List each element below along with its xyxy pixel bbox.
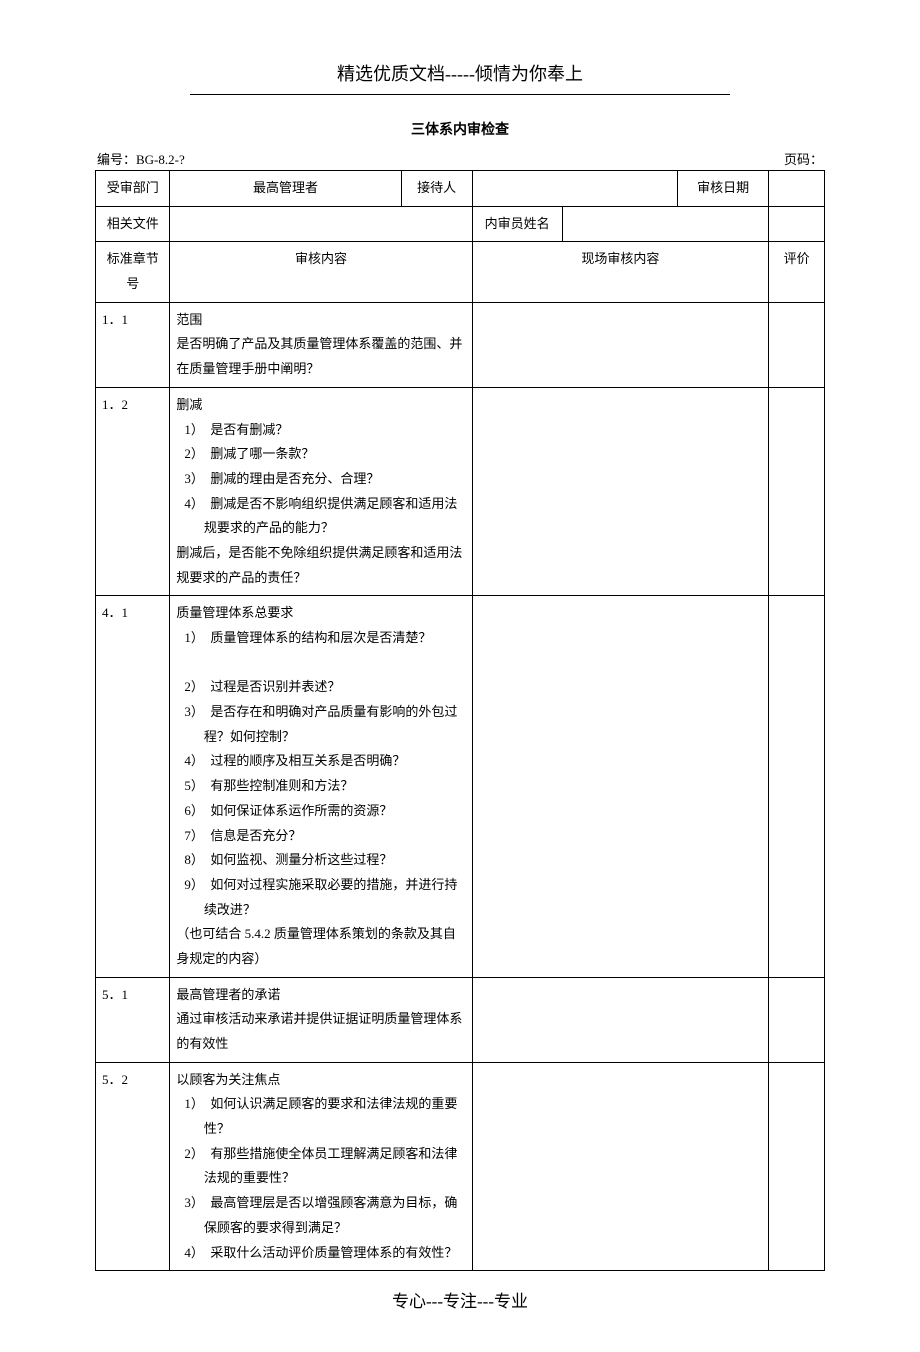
section-number: 5．2 [96,1062,170,1271]
evaluation [769,302,825,387]
cell-manager-val: 最高管理者 [170,171,401,206]
audit-content: 质量管理体系总要求1） 质量管理体系的结构和层次是否清楚？ 2） 过程是否识别并… [170,596,472,977]
col-eval: 评价 [769,242,825,302]
evaluation [769,387,825,596]
evaluation [769,596,825,977]
header-divider [190,94,730,95]
site-content [472,387,768,596]
info-row-1: 受审部门 最高管理者 接待人 审核日期 [96,171,825,207]
cell-manager: 最高管理者 接待人 [170,171,472,207]
section-number: 5．1 [96,977,170,1062]
col-site: 现场审核内容 [472,242,768,302]
cell-auditor-val [563,207,768,242]
col-content: 审核内容 [170,242,472,302]
cell-docs-label: 相关文件 [96,206,170,242]
cell-reception-label: 接待人 [402,171,472,206]
section-number: 1．1 [96,302,170,387]
header-row: 标准章节号 审核内容 现场审核内容 评价 [96,242,825,302]
cell-date-label: 审核日期 [678,171,768,206]
cell-auditor: 内审员姓名 [472,206,768,242]
footer: 专心---专注---专业 [95,1287,825,1312]
number-label: 编号：BG-8.2-? [97,149,185,168]
audit-content: 范围是否明确了产品及其质量管理体系覆盖的范围、并在质量管理手册中阐明？ [170,302,472,387]
cell-date-val [769,171,825,207]
cell-blank [769,206,825,242]
section-number: 4．1 [96,596,170,977]
table-row: 1．1范围是否明确了产品及其质量管理体系覆盖的范围、并在质量管理手册中阐明？ [96,302,825,387]
cell-docs-val [170,206,472,242]
audit-table: 受审部门 最高管理者 接待人 审核日期 相关文件 内审员姓名 标准章节 [95,170,825,1271]
meta-row: 编号：BG-8.2-? 页码： [95,149,825,168]
evaluation [769,1062,825,1271]
site-content [472,302,768,387]
cell-auditor-label: 内审员姓名 [473,207,563,242]
site-content [472,1062,768,1271]
section-number: 1．2 [96,387,170,596]
audit-content: 最高管理者的承诺通过审核活动来承诺并提供证据证明质量管理体系的有效性 [170,977,472,1062]
site-content [472,977,768,1062]
page-label: 页码： [784,149,823,168]
info-row-2: 相关文件 内审员姓名 [96,206,825,242]
evaluation [769,977,825,1062]
cell-reception-val [473,171,678,206]
col-section: 标准章节号 [96,242,170,302]
header-title: 精选优质文档-----倾情为你奉上 [95,60,825,86]
table-row: 1．2删减1） 是否有删减？2） 删减了哪一条款？3） 删减的理由是否充分、合理… [96,387,825,596]
audit-content: 删减1） 是否有删减？2） 删减了哪一条款？3） 删减的理由是否充分、合理？4）… [170,387,472,596]
cell-dept-label: 受审部门 [96,171,170,207]
table-row: 5．2以顾客为关注焦点1） 如何认识满足顾客的要求和法律法规的重要性？2） 有那… [96,1062,825,1271]
table-row: 5．1最高管理者的承诺通过审核活动来承诺并提供证据证明质量管理体系的有效性 [96,977,825,1062]
site-content [472,596,768,977]
audit-content: 以顾客为关注焦点1） 如何认识满足顾客的要求和法律法规的重要性？2） 有那些措施… [170,1062,472,1271]
document-title: 三体系内审检查 [95,119,825,139]
cell-reception-audit: 审核日期 [472,171,768,207]
table-row: 4．1质量管理体系总要求1） 质量管理体系的结构和层次是否清楚？ 2） 过程是否… [96,596,825,977]
